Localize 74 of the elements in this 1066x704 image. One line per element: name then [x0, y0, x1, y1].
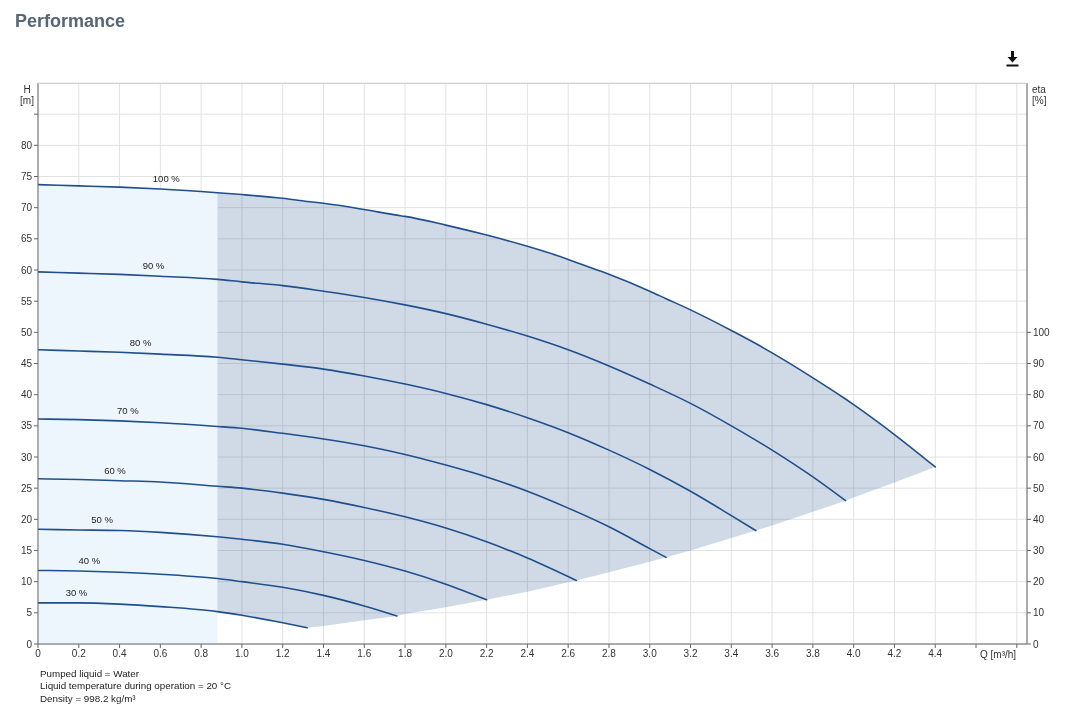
y-tick-label: 65	[20, 233, 33, 245]
x-tick-label: 0	[35, 648, 42, 660]
x-tick-label: 3.4	[724, 648, 739, 660]
x-axis-title: Q [m³/h]	[980, 649, 1017, 661]
x-tick-label: 2.4	[520, 648, 535, 660]
y-tick-label: 0	[26, 638, 33, 650]
line-series	[38, 478, 578, 582]
y-tick-label: 45	[20, 358, 33, 370]
y2-tick-label: 10	[1033, 607, 1045, 619]
line-series	[38, 348, 757, 532]
series-label: 30 %	[65, 586, 88, 598]
x-tick-label: 3.2	[683, 648, 698, 660]
line-series	[38, 528, 488, 601]
y-tick-label: 30	[20, 451, 33, 463]
chart-title: Performance	[15, 11, 126, 32]
y-tick-label: 60	[20, 264, 33, 276]
x-tick-label: 1.4	[316, 648, 331, 660]
y2-tick-label: 100	[1033, 326, 1051, 338]
x-tick-label: 3.8	[805, 648, 821, 660]
x-tick-label: 0.4	[112, 648, 127, 660]
x-tick-label: 3.0	[642, 648, 658, 660]
series-label: 100 %	[152, 173, 181, 185]
y2-tick-label: 70	[1033, 420, 1045, 432]
x-tick-label: 1.2	[275, 648, 291, 660]
y-tick-label: 35	[20, 420, 33, 432]
x-tick-label: 0.2	[71, 648, 87, 660]
line-series	[38, 569, 398, 617]
y-tick-label: 25	[20, 482, 33, 494]
y2-tick-label: 40	[1033, 513, 1045, 525]
y2-tick-label: 90	[1033, 358, 1045, 370]
x-tick-label: 2.6	[561, 648, 576, 660]
y2-tick-label: 20	[1033, 576, 1045, 588]
line-series	[38, 271, 847, 502]
y-axis-title: H [m]	[19, 84, 35, 106]
x-tick-label: 2.0	[438, 648, 454, 660]
y2-tick-label: 0	[1033, 638, 1039, 650]
x-tick-label: 1.8	[398, 648, 413, 660]
line-series	[38, 418, 667, 559]
x-tick-label: 4.4	[928, 648, 943, 660]
x-tick-label: 0.8	[194, 648, 209, 660]
text: Liquid temperature during operation = 20 °C	[40, 680, 231, 693]
y-tick-label: 5	[26, 607, 33, 619]
y-tick-label: 70	[20, 202, 33, 214]
y-tick-label: 80	[20, 139, 33, 151]
y2-axis-title: eta [%]	[1032, 84, 1048, 106]
series-label: 70 %	[116, 405, 140, 417]
series-label: 90 %	[142, 259, 165, 271]
y-tick-label: 75	[20, 171, 33, 183]
x-tick-label: 1.0	[234, 648, 250, 660]
text: Density = 998.2 kg/m³	[40, 692, 136, 704]
y2-tick-label: 50	[1033, 482, 1045, 494]
x-tick-label: 4.0	[846, 648, 862, 660]
x-tick-label: 2.8	[602, 648, 617, 660]
x-tick-label: 3.6	[765, 648, 780, 660]
y2-tick-label: 60	[1033, 451, 1045, 463]
text: Pumped liquid = Water	[40, 668, 140, 680]
x-tick-label: 0.6	[153, 648, 168, 660]
x-tick-label: 2.2	[479, 648, 495, 660]
x-tick-label: 4.2	[887, 648, 902, 660]
y-tick-label: 40	[20, 389, 33, 401]
series-label: 80 %	[129, 337, 153, 349]
series-label: 40 %	[78, 555, 101, 567]
series-label: 60 %	[104, 464, 127, 476]
y2-tick-label: 30	[1033, 545, 1045, 557]
line-series	[38, 183, 937, 468]
x-tick-label: 1.6	[357, 648, 372, 660]
y2-tick-label: 80	[1033, 389, 1045, 401]
y-tick-label: 50	[20, 326, 33, 338]
line-series	[38, 602, 308, 629]
y-tick-label: 55	[20, 295, 33, 307]
series-label: 50 %	[91, 514, 114, 526]
y-tick-label: 20	[20, 513, 33, 525]
y-tick-label: 15	[20, 545, 33, 557]
y-tick-label: 10	[20, 576, 33, 588]
